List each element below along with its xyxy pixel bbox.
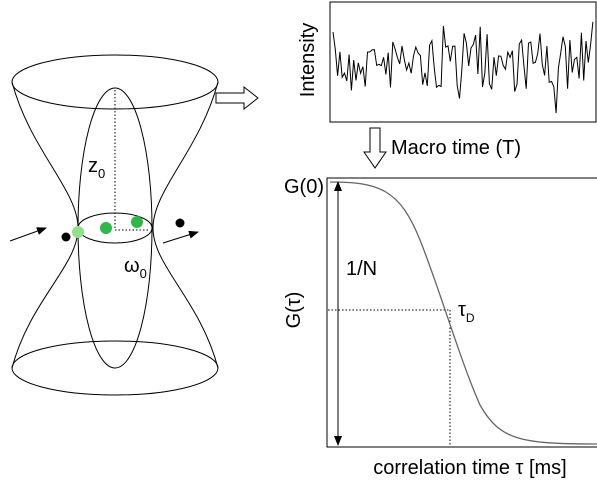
plot-frame [326,177,597,448]
intensity-trace [332,21,594,114]
g0-label: G(0) [284,176,324,198]
tau-d-label: τD [458,299,475,325]
macro-time-label: Macro time (T) [391,137,521,159]
intensity-label: Intensity [297,23,319,97]
arrow-down [363,127,387,169]
arrow-right [215,85,259,111]
correlation-time-label: correlation time τ [ms] [373,457,567,479]
correlation-curve [329,181,597,445]
inv-n-label: 1/N [346,258,377,280]
z-label: z0 [88,155,105,181]
omega-label: ω0 [124,255,147,281]
trace-box [329,1,597,123]
g-tau-label: G(τ) [283,292,305,329]
focal-volume [9,54,219,396]
